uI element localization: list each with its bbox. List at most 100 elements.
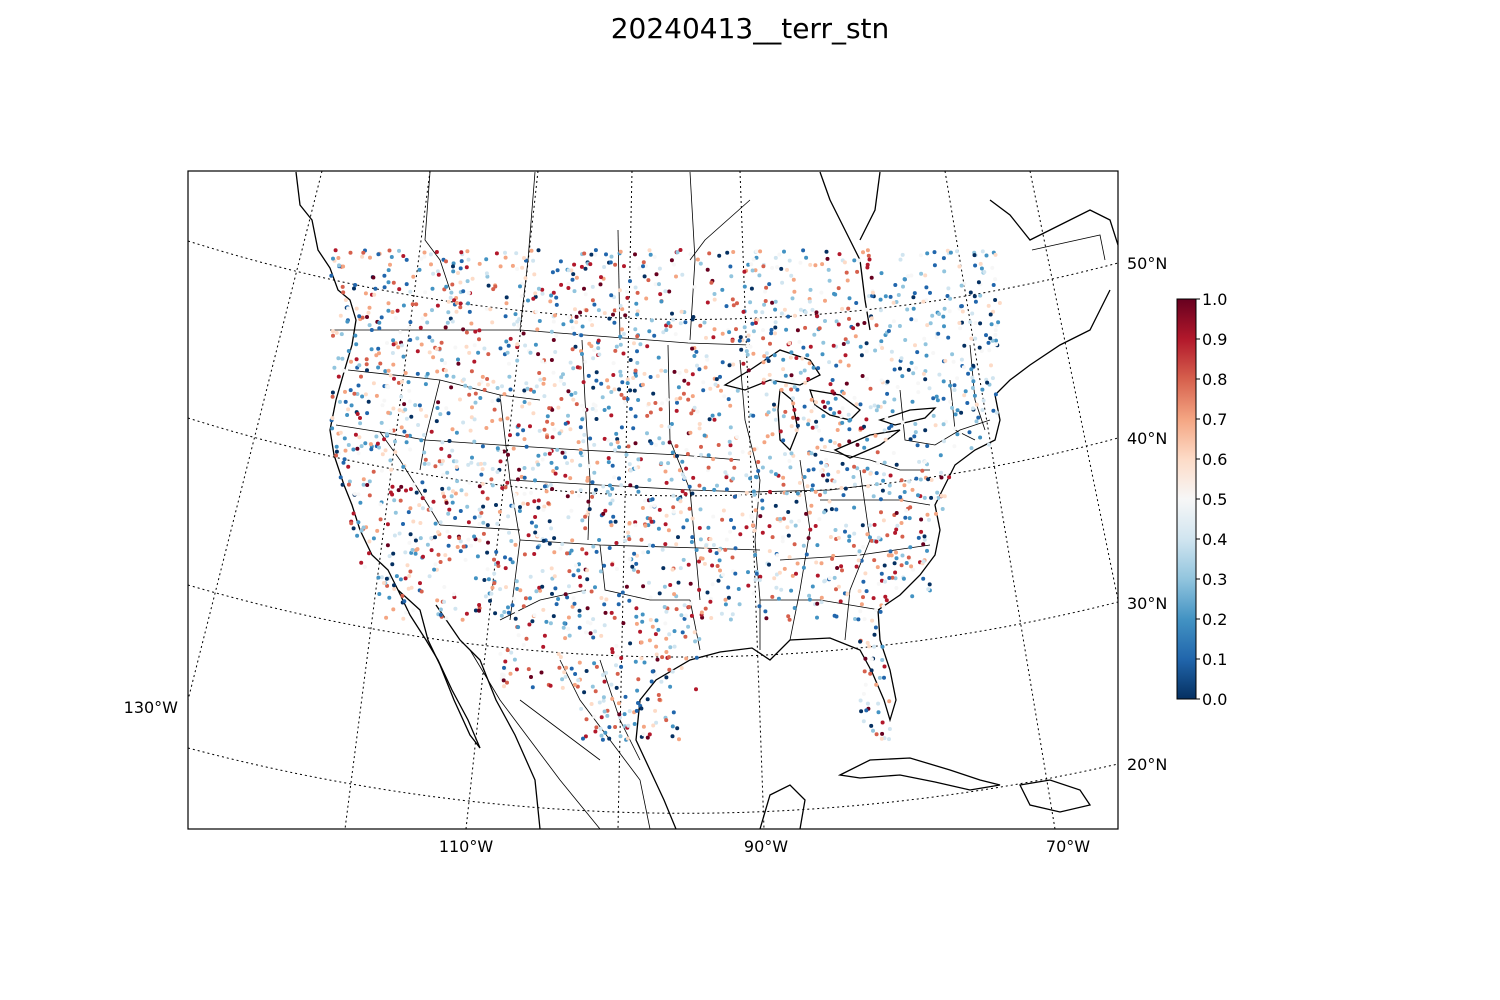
station-point bbox=[664, 650, 669, 654]
station-point bbox=[765, 434, 770, 439]
station-point bbox=[498, 651, 503, 656]
station-point bbox=[708, 537, 713, 542]
station-point bbox=[512, 322, 516, 327]
station-point bbox=[531, 296, 536, 301]
station-point bbox=[421, 554, 425, 559]
station-point bbox=[669, 422, 674, 426]
station-point bbox=[751, 413, 756, 418]
station-point bbox=[433, 535, 437, 540]
station-point bbox=[798, 307, 803, 312]
station-point bbox=[504, 295, 509, 300]
station-point bbox=[551, 469, 556, 474]
station-point bbox=[807, 597, 812, 602]
station-point bbox=[731, 250, 736, 254]
station-point bbox=[931, 413, 936, 418]
station-point bbox=[845, 340, 850, 345]
station-point bbox=[633, 520, 638, 525]
station-point bbox=[669, 258, 674, 263]
station-point bbox=[712, 297, 717, 302]
map-title: 20240413__terr_stn bbox=[610, 12, 890, 45]
station-point bbox=[581, 736, 585, 741]
station-point bbox=[348, 250, 353, 255]
station-point bbox=[845, 278, 850, 283]
station-point bbox=[533, 291, 538, 296]
station-point bbox=[865, 248, 870, 253]
station-point bbox=[790, 377, 795, 382]
station-point bbox=[987, 348, 992, 353]
station-point bbox=[865, 437, 870, 442]
station-point bbox=[720, 517, 725, 522]
station-point bbox=[494, 503, 498, 507]
station-point bbox=[663, 542, 668, 547]
station-point bbox=[396, 345, 401, 350]
station-point bbox=[392, 498, 397, 503]
station-point bbox=[544, 489, 549, 494]
station-point bbox=[690, 346, 695, 351]
station-point bbox=[712, 327, 717, 332]
station-point bbox=[887, 491, 892, 495]
station-point bbox=[895, 385, 900, 389]
station-point bbox=[858, 426, 863, 431]
station-point bbox=[821, 340, 826, 345]
station-point bbox=[800, 356, 805, 361]
station-point bbox=[929, 495, 934, 500]
station-point bbox=[873, 348, 878, 353]
station-point bbox=[989, 363, 993, 368]
station-point bbox=[406, 586, 411, 591]
station-point bbox=[900, 374, 905, 379]
station-point bbox=[757, 604, 762, 609]
station-point bbox=[948, 383, 953, 388]
station-point bbox=[682, 603, 687, 608]
station-point bbox=[882, 400, 887, 405]
station-point bbox=[407, 540, 412, 545]
station-point bbox=[879, 271, 884, 276]
station-point bbox=[911, 371, 916, 376]
station-point bbox=[663, 522, 668, 527]
station-point bbox=[359, 528, 364, 533]
station-point bbox=[728, 529, 733, 534]
station-point bbox=[595, 460, 600, 465]
station-point bbox=[972, 294, 977, 299]
station-point bbox=[844, 270, 849, 275]
station-point bbox=[948, 399, 953, 404]
station-point bbox=[921, 576, 926, 581]
station-point bbox=[798, 370, 803, 375]
station-point bbox=[477, 608, 482, 613]
station-point bbox=[485, 523, 490, 528]
station-point bbox=[624, 452, 629, 457]
cuba bbox=[837, 757, 1001, 791]
station-point bbox=[674, 607, 679, 612]
station-point bbox=[600, 395, 605, 400]
station-point bbox=[610, 486, 615, 491]
station-point bbox=[691, 315, 696, 319]
station-point bbox=[607, 316, 612, 321]
station-point bbox=[497, 509, 502, 514]
station-point bbox=[361, 250, 366, 255]
station-point bbox=[523, 596, 528, 601]
station-point bbox=[436, 530, 441, 535]
station-point bbox=[801, 565, 806, 570]
station-point bbox=[477, 603, 482, 607]
station-point bbox=[887, 737, 891, 742]
station-point bbox=[334, 444, 339, 449]
station-point bbox=[367, 551, 371, 556]
station-point bbox=[656, 627, 661, 632]
station-point bbox=[648, 252, 653, 257]
station-point bbox=[375, 528, 380, 533]
station-point bbox=[432, 567, 437, 572]
station-point bbox=[753, 508, 758, 513]
station-point bbox=[439, 446, 444, 451]
station-point bbox=[882, 472, 886, 477]
station-point bbox=[813, 489, 818, 494]
station-point bbox=[363, 392, 368, 397]
station-point bbox=[659, 299, 664, 304]
station-point bbox=[553, 350, 558, 354]
station-point bbox=[571, 596, 576, 601]
station-point bbox=[904, 561, 909, 565]
station-point bbox=[533, 530, 538, 535]
station-point bbox=[921, 559, 926, 564]
station-point bbox=[834, 363, 839, 368]
station-point bbox=[398, 330, 403, 334]
station-point bbox=[679, 309, 684, 314]
station-point bbox=[552, 383, 557, 388]
